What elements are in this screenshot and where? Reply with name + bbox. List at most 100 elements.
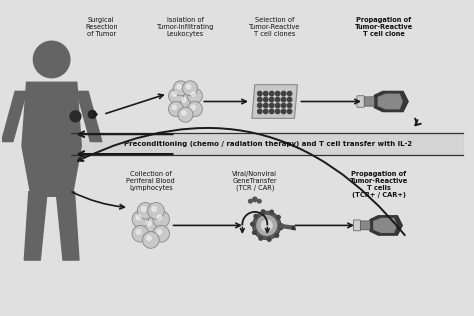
Circle shape — [153, 211, 170, 228]
Text: Propagation of
Tumor-Reactive
T cell clone: Propagation of Tumor-Reactive T cell clo… — [355, 17, 413, 37]
Circle shape — [169, 101, 183, 117]
FancyBboxPatch shape — [354, 220, 360, 231]
Circle shape — [287, 109, 292, 113]
Circle shape — [282, 91, 286, 96]
Circle shape — [182, 81, 198, 96]
Circle shape — [157, 229, 162, 234]
Circle shape — [187, 88, 202, 103]
Polygon shape — [370, 216, 402, 235]
Circle shape — [172, 105, 176, 109]
Circle shape — [275, 91, 280, 96]
Circle shape — [191, 92, 195, 96]
Polygon shape — [22, 82, 81, 196]
Circle shape — [275, 109, 280, 113]
Circle shape — [261, 210, 265, 213]
Circle shape — [254, 215, 257, 218]
Circle shape — [257, 109, 262, 113]
Circle shape — [282, 103, 286, 108]
Circle shape — [177, 85, 181, 89]
Circle shape — [264, 97, 268, 102]
Circle shape — [282, 97, 286, 102]
Circle shape — [178, 107, 193, 122]
Circle shape — [270, 109, 274, 113]
Circle shape — [141, 207, 146, 211]
Polygon shape — [1, 91, 27, 142]
Circle shape — [270, 103, 274, 108]
FancyBboxPatch shape — [361, 97, 374, 106]
Circle shape — [253, 211, 281, 240]
Text: Surgical
Resection
of Tumor: Surgical Resection of Tumor — [85, 17, 118, 37]
Circle shape — [143, 232, 159, 248]
Circle shape — [287, 97, 292, 102]
Circle shape — [253, 197, 257, 202]
Text: Propagation of
Tumor-Reactive
T cells
(TCR+ / CAR+): Propagation of Tumor-Reactive T cells (T… — [350, 171, 408, 198]
Circle shape — [287, 103, 292, 108]
Circle shape — [143, 217, 159, 234]
Polygon shape — [373, 218, 397, 233]
Circle shape — [136, 229, 141, 234]
Circle shape — [132, 225, 149, 242]
Circle shape — [267, 238, 271, 241]
Circle shape — [275, 97, 280, 102]
Circle shape — [264, 103, 268, 108]
Text: Preconditioning (chemo / radiation therapy) and T cell transfer with IL-2: Preconditioning (chemo / radiation thera… — [124, 141, 412, 147]
Text: Viral/Nonviral
GeneTransfer
(TCR / CAR): Viral/Nonviral GeneTransfer (TCR / CAR) — [232, 171, 277, 191]
Circle shape — [257, 91, 262, 96]
Circle shape — [182, 111, 186, 115]
Polygon shape — [378, 94, 403, 109]
Polygon shape — [77, 91, 102, 142]
Circle shape — [137, 203, 154, 219]
Polygon shape — [252, 85, 298, 118]
Polygon shape — [279, 224, 293, 229]
Circle shape — [257, 103, 262, 108]
Circle shape — [182, 98, 186, 102]
Circle shape — [257, 216, 276, 235]
Circle shape — [257, 97, 262, 102]
Circle shape — [251, 222, 255, 226]
FancyBboxPatch shape — [357, 96, 364, 107]
Circle shape — [157, 215, 162, 220]
Circle shape — [88, 110, 96, 118]
Circle shape — [287, 91, 292, 96]
Text: Selection of
Tumor-Reactive
T cell clones: Selection of Tumor-Reactive T cell clone… — [249, 17, 301, 37]
Circle shape — [146, 236, 151, 240]
Circle shape — [33, 41, 70, 78]
Circle shape — [191, 105, 195, 109]
Circle shape — [270, 97, 274, 102]
Circle shape — [146, 221, 151, 226]
Circle shape — [275, 103, 280, 108]
Text: Collection of
Periferal Blood
Lymphocytes: Collection of Periferal Blood Lymphocyte… — [127, 171, 175, 191]
Circle shape — [136, 215, 141, 220]
Circle shape — [279, 226, 283, 230]
Circle shape — [186, 85, 191, 89]
Circle shape — [270, 210, 273, 214]
Circle shape — [282, 109, 286, 113]
Circle shape — [270, 91, 274, 96]
Circle shape — [132, 211, 149, 228]
Circle shape — [172, 92, 176, 96]
Circle shape — [261, 220, 272, 231]
Circle shape — [248, 199, 252, 203]
Circle shape — [178, 94, 193, 109]
Circle shape — [173, 81, 188, 96]
Circle shape — [147, 203, 164, 219]
Circle shape — [275, 234, 279, 237]
Circle shape — [152, 207, 156, 211]
Polygon shape — [292, 226, 295, 230]
Circle shape — [279, 224, 283, 227]
Circle shape — [253, 231, 256, 234]
Circle shape — [257, 199, 261, 203]
FancyBboxPatch shape — [357, 221, 370, 230]
Circle shape — [153, 225, 170, 242]
Circle shape — [70, 111, 81, 122]
Polygon shape — [24, 192, 47, 260]
Polygon shape — [374, 91, 409, 112]
Text: Isolation of
Tumor-Infiltrating
Leukocytes: Isolation of Tumor-Infiltrating Leukocyt… — [157, 17, 214, 37]
Circle shape — [169, 88, 183, 103]
Circle shape — [187, 101, 202, 117]
Circle shape — [259, 237, 263, 240]
Circle shape — [264, 91, 268, 96]
Circle shape — [264, 109, 268, 113]
Circle shape — [277, 216, 280, 219]
Polygon shape — [56, 192, 79, 260]
